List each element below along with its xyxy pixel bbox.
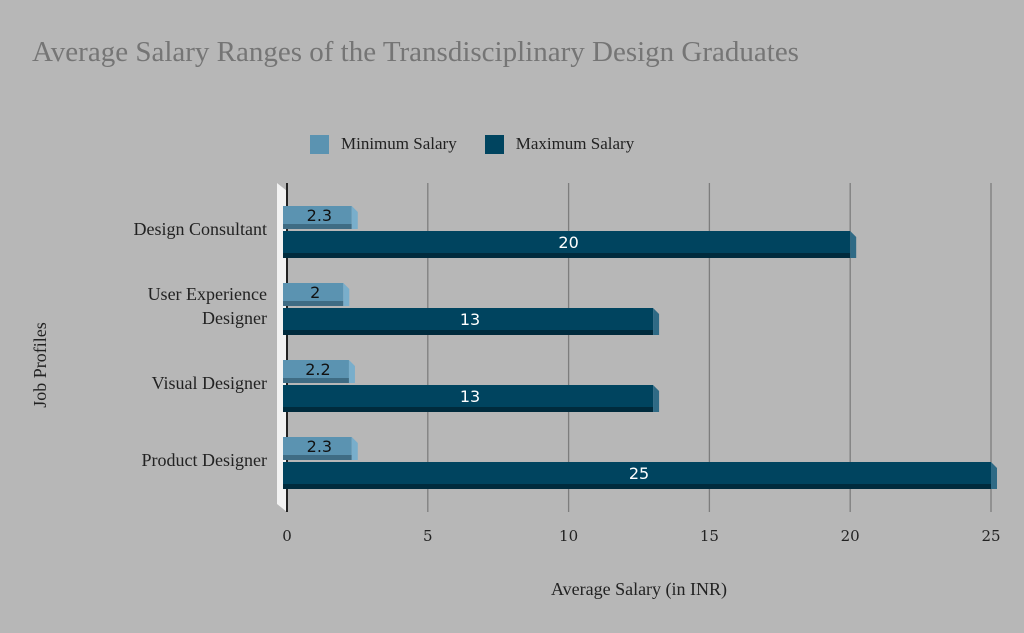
legend-label-max: Maximum Salary (515, 134, 635, 153)
bar-side-face (351, 206, 358, 229)
y-axis-title: Job Profiles (30, 322, 50, 408)
legend-swatch-min (310, 134, 329, 154)
bar-side-face (653, 308, 660, 335)
x-tick-label: 0 (282, 527, 292, 545)
bar-min (283, 283, 344, 301)
x-axis-title: Average Salary (in INR) (551, 579, 727, 600)
bar-side-face (653, 385, 660, 412)
legend-label-min: Minimum Salary (341, 134, 457, 153)
bar-side-face (348, 360, 355, 383)
data-label: 2 (310, 283, 320, 302)
legend-item-max: Maximum Salary (484, 134, 635, 154)
legend-item-min: Minimum Salary (310, 134, 457, 154)
bar-min (283, 437, 352, 455)
data-label: 2.3 (307, 206, 332, 225)
legend: Minimum Salary Maximum Salary (310, 134, 634, 154)
x-tick-label: 15 (700, 527, 719, 545)
bar-max (283, 385, 654, 407)
bar-bottom-face (283, 378, 349, 383)
data-label: 20 (558, 233, 578, 252)
x-tick-label: 25 (981, 527, 1000, 545)
bar-bottom-face (283, 224, 352, 229)
bar-bottom-face (283, 407, 654, 412)
x-tick-label: 10 (559, 527, 578, 545)
chart-title: Average Salary Ranges of the Transdiscip… (32, 36, 799, 68)
x-tick-label: 20 (841, 527, 860, 545)
data-label: 13 (460, 310, 480, 329)
y-category-label: Product Designer (142, 450, 267, 470)
axis-wall (277, 183, 287, 512)
y-category-label: Design Consultant (134, 219, 268, 239)
bar-bottom-face (283, 455, 352, 460)
bar-side-face (351, 437, 358, 460)
bar-min (283, 360, 349, 378)
bar-min (283, 206, 352, 224)
bar-max (283, 462, 991, 484)
data-label: 2.3 (307, 437, 332, 456)
bar-bottom-face (283, 484, 991, 489)
bar-bottom-face (283, 330, 654, 335)
bar-max (283, 231, 851, 253)
data-label: 2.2 (305, 360, 330, 379)
x-tick-label: 5 (423, 527, 433, 545)
bar-side-face (991, 462, 997, 489)
bar-bottom-face (283, 301, 344, 306)
data-label: 13 (460, 387, 480, 406)
bar-max (283, 308, 654, 330)
data-label: 25 (629, 464, 649, 483)
legend-swatch-max (484, 134, 504, 154)
y-category-label: User Experience (148, 284, 267, 304)
bar-bottom-face (283, 253, 851, 258)
bar-side-face (850, 231, 857, 258)
bar-side-face (343, 283, 350, 306)
y-category-label: Designer (202, 308, 267, 328)
y-category-label: Visual Designer (152, 373, 267, 393)
